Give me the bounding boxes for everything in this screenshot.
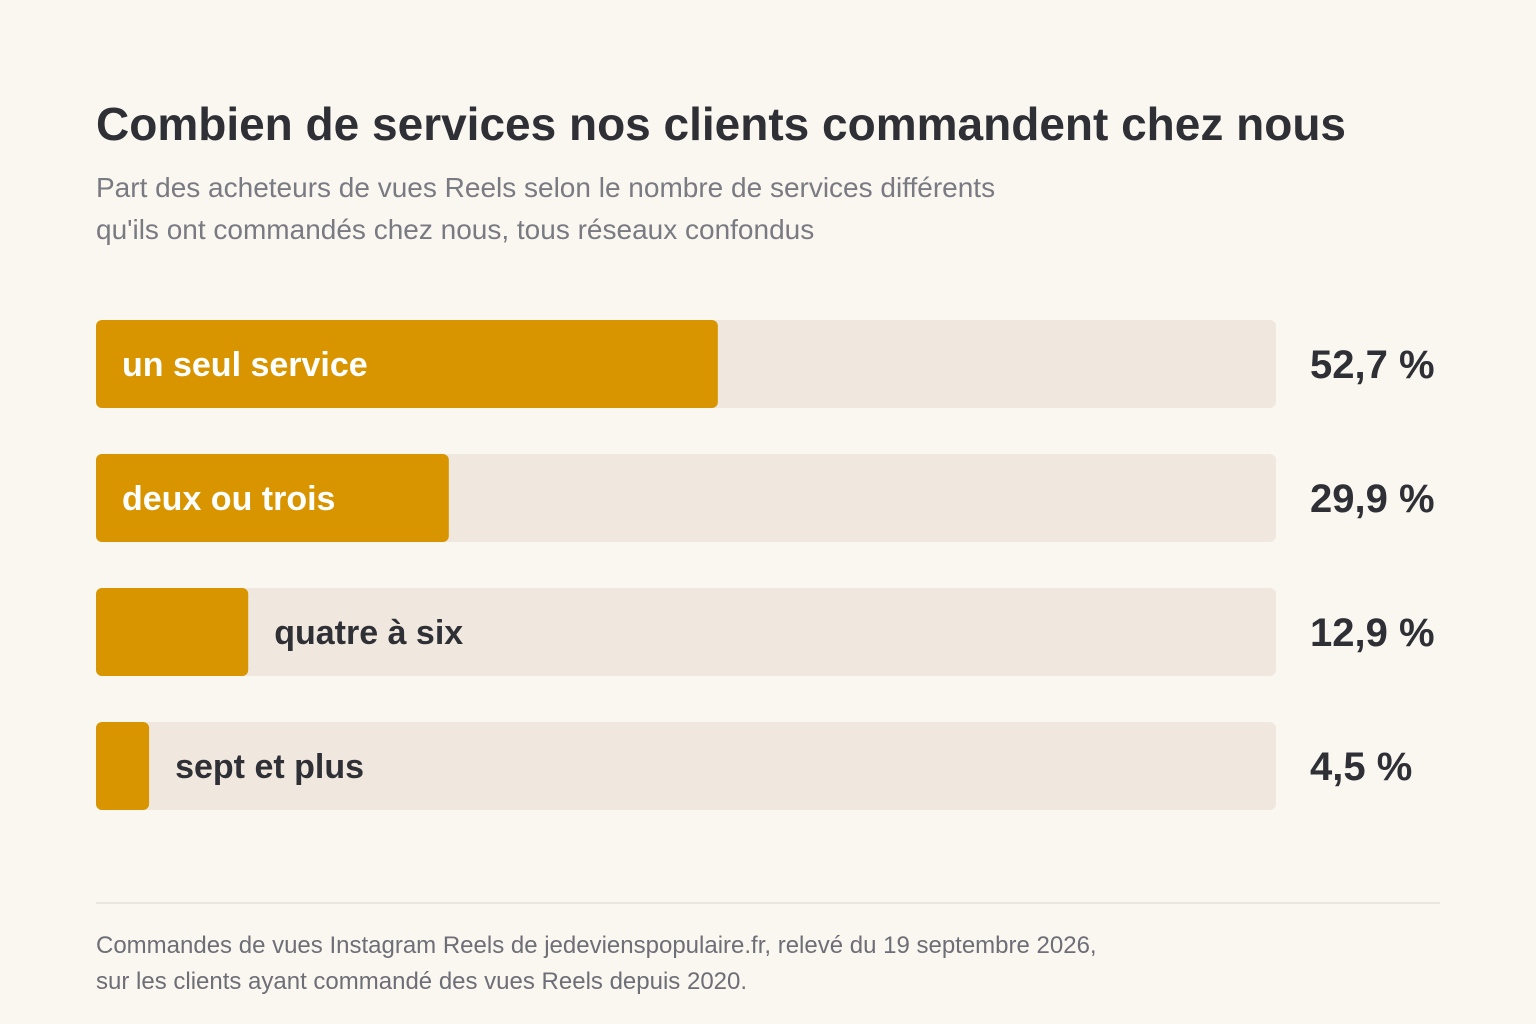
category-label: deux ou trois bbox=[122, 480, 335, 518]
bar-track bbox=[96, 588, 1276, 676]
category-label: sept et plus bbox=[175, 748, 364, 786]
chart-footer: Commandes de vues Instagram Reels de jed… bbox=[96, 928, 1396, 1000]
bar-sept-et-plus bbox=[96, 722, 150, 810]
bar-row-sept-et-plus: sept et plus 4,5 % bbox=[96, 722, 1412, 810]
bar-row-un-seul-service: un seul service 52,7 % bbox=[96, 320, 1435, 408]
footer-divider bbox=[96, 902, 1440, 904]
bar-row-deux-ou-trois: deux ou trois 29,9 % bbox=[96, 454, 1435, 542]
subtitle-line-1: Part des acheteurs de vues Reels selon l… bbox=[96, 172, 996, 203]
value-label: 4,5 % bbox=[1310, 745, 1412, 789]
subtitle-line-2: qu'ils ont commandés chez nous, tous rés… bbox=[96, 214, 815, 245]
value-label: 29,9 % bbox=[1310, 477, 1435, 521]
value-label: 52,7 % bbox=[1310, 343, 1435, 387]
chart-subtitle: Part des acheteurs de vues Reels selon l… bbox=[96, 167, 1196, 251]
footer-line-1: Commandes de vues Instagram Reels de jed… bbox=[96, 932, 1097, 959]
category-label: quatre à six bbox=[274, 614, 463, 652]
bar-deux-ou-trois bbox=[96, 454, 449, 542]
bar-row-quatre-a-six: quatre à six 12,9 % bbox=[96, 588, 1435, 676]
chart-title: Combien de services nos clients commande… bbox=[96, 98, 1347, 150]
footer-line-2: sur les clients ayant commandé des vues … bbox=[96, 968, 748, 995]
value-label: 12,9 % bbox=[1310, 611, 1435, 655]
bar-un-seul-service bbox=[96, 320, 718, 408]
bar-track bbox=[96, 722, 1276, 810]
bar-quatre-a-six bbox=[96, 588, 249, 676]
category-label: un seul service bbox=[122, 346, 368, 384]
